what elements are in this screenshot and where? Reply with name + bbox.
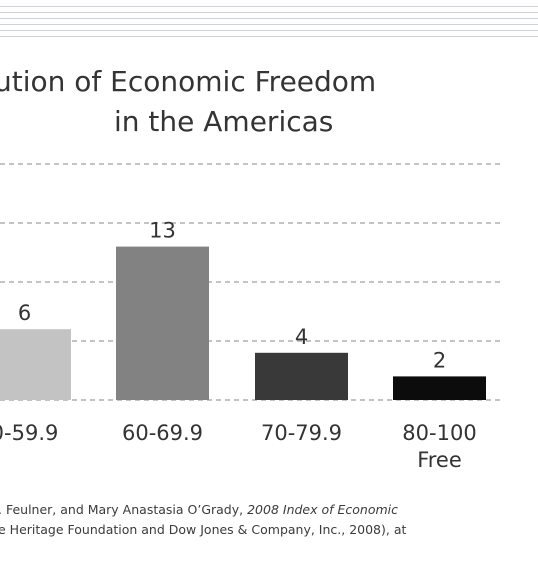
header-rule bbox=[0, 18, 538, 19]
category-sublabel: Free bbox=[417, 448, 462, 472]
source-line-2: e Heritage Foundation and Dow Jones & Co… bbox=[0, 522, 407, 537]
bar bbox=[255, 352, 348, 400]
header-rule bbox=[0, 12, 538, 13]
chart-title-line-2: in the Americas bbox=[114, 105, 334, 138]
category-label: 0-59.9 bbox=[0, 421, 58, 445]
header-band bbox=[0, 0, 538, 40]
header-rule bbox=[0, 36, 538, 37]
bar bbox=[116, 246, 209, 400]
category-label: 60-69.9 bbox=[122, 421, 203, 445]
data-label: 6 bbox=[18, 301, 31, 325]
data-label: 4 bbox=[295, 325, 308, 349]
header-rule bbox=[0, 24, 538, 25]
source-line-1: . Feulner, and Mary Anastasia O’Grady, bbox=[0, 502, 248, 517]
data-label: 13 bbox=[149, 219, 176, 243]
category-label: 70-79.9 bbox=[261, 421, 342, 445]
bar bbox=[393, 376, 486, 400]
header-rule bbox=[0, 30, 538, 31]
chart-title-line-1: ution of Economic Freedom bbox=[0, 65, 377, 98]
data-label: 2 bbox=[433, 348, 446, 372]
bar bbox=[0, 329, 71, 400]
source-title-italic: 2008 Index of Economic bbox=[247, 502, 399, 517]
bar-chart: 6 0-59.9 13 60-69.9 4 70-79.9 2 80-100 Free bbox=[0, 163, 500, 472]
header-rule bbox=[0, 6, 538, 7]
category-label: 80-100 bbox=[402, 421, 476, 445]
